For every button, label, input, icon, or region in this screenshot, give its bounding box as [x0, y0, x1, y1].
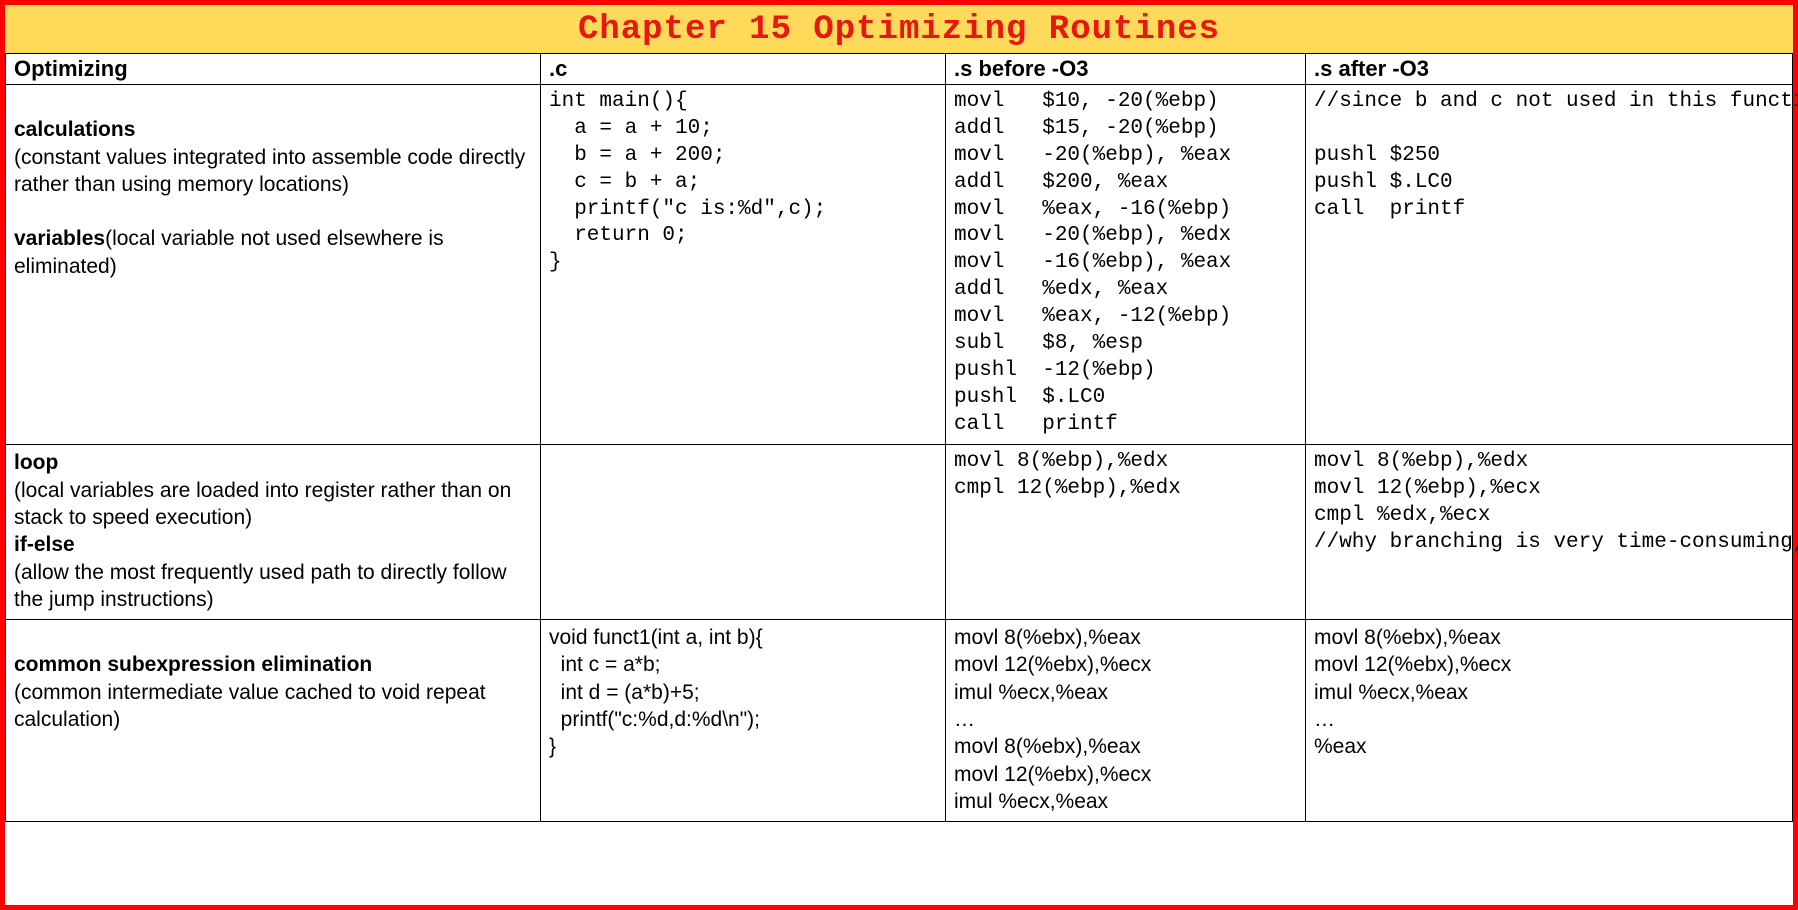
desc-ifelse: (allow the most frequently used path to …	[14, 559, 532, 614]
cell-optimizing: calculations (constant values integrated…	[6, 85, 541, 445]
header-c: .c	[541, 54, 946, 85]
label-loop: loop	[14, 451, 58, 474]
desc-cse: (common intermediate value cached to voi…	[14, 679, 532, 734]
cell-s-before: movl 8(%ebx),%eax movl 12(%ebx),%ecx imu…	[946, 620, 1306, 822]
asm-before-row2: movl 8(%ebp),%edx cmpl 12(%ebp),%edx	[954, 449, 1297, 503]
chapter-title: Chapter 15 Optimizing Routines	[5, 11, 1793, 49]
asm-after-code-row1: pushl $250 pushl $.LC0 call printf	[1314, 143, 1784, 224]
table-row: calculations (constant values integrated…	[6, 85, 1793, 445]
label-ifelse: if-else	[14, 533, 75, 556]
label-calculations: calculations	[14, 118, 135, 141]
table-row: common subexpression elimination (common…	[6, 620, 1793, 822]
header-s-before: .s before -O3	[946, 54, 1306, 85]
cell-optimizing: loop (local variables are loaded into re…	[6, 445, 541, 620]
label-variables: variables	[14, 227, 105, 250]
document-frame: Chapter 15 Optimizing Routines Optimizin…	[0, 0, 1798, 910]
c-source-row3: void funct1(int a, int b){ int c = a*b; …	[549, 624, 937, 760]
asm-after-comment-row2: //why branching is very time-consuming, …	[1314, 530, 1784, 557]
asm-after-code-row2: movl 8(%ebp),%edx movl 12(%ebp),%ecx cmp…	[1314, 449, 1784, 530]
cell-s-before: movl $10, -20(%ebp) addl $15, -20(%ebp) …	[946, 85, 1306, 445]
asm-after-row3: movl 8(%ebx),%eax movl 12(%ebx),%ecx imu…	[1314, 624, 1784, 760]
cell-s-after: //since b and c not used in this functio…	[1306, 85, 1793, 445]
c-source-row1: int main(){ a = a + 10; b = a + 200; c =…	[549, 89, 937, 277]
cell-c-code: int main(){ a = a + 10; b = a + 200; c =…	[541, 85, 946, 445]
desc-calculations: (constant values integrated into assembl…	[14, 144, 532, 199]
desc-loop: (local variables are loaded into registe…	[14, 477, 532, 532]
optimization-table: Optimizing .c .s before -O3 .s after -O3…	[5, 53, 1793, 822]
label-cse: common subexpression elimination	[14, 653, 372, 676]
asm-after-comment-row1: //since b and c not used in this functio…	[1314, 89, 1784, 116]
header-s-after: .s after -O3	[1306, 54, 1793, 85]
cell-s-after: movl 8(%ebp),%edx movl 12(%ebp),%ecx cmp…	[1306, 445, 1793, 620]
table-row: loop (local variables are loaded into re…	[6, 445, 1793, 620]
table-header-row: Optimizing .c .s before -O3 .s after -O3	[6, 54, 1793, 85]
header-optimizing: Optimizing	[6, 54, 541, 85]
cell-c-code	[541, 445, 946, 620]
asm-before-row3: movl 8(%ebx),%eax movl 12(%ebx),%ecx imu…	[954, 624, 1297, 815]
title-bar: Chapter 15 Optimizing Routines	[5, 5, 1793, 53]
cell-s-before: movl 8(%ebp),%edx cmpl 12(%ebp),%edx	[946, 445, 1306, 620]
asm-before-row1: movl $10, -20(%ebp) addl $15, -20(%ebp) …	[954, 89, 1297, 438]
cell-optimizing: common subexpression elimination (common…	[6, 620, 541, 822]
cell-c-code: void funct1(int a, int b){ int c = a*b; …	[541, 620, 946, 822]
cell-s-after: movl 8(%ebx),%eax movl 12(%ebx),%ecx imu…	[1306, 620, 1793, 822]
